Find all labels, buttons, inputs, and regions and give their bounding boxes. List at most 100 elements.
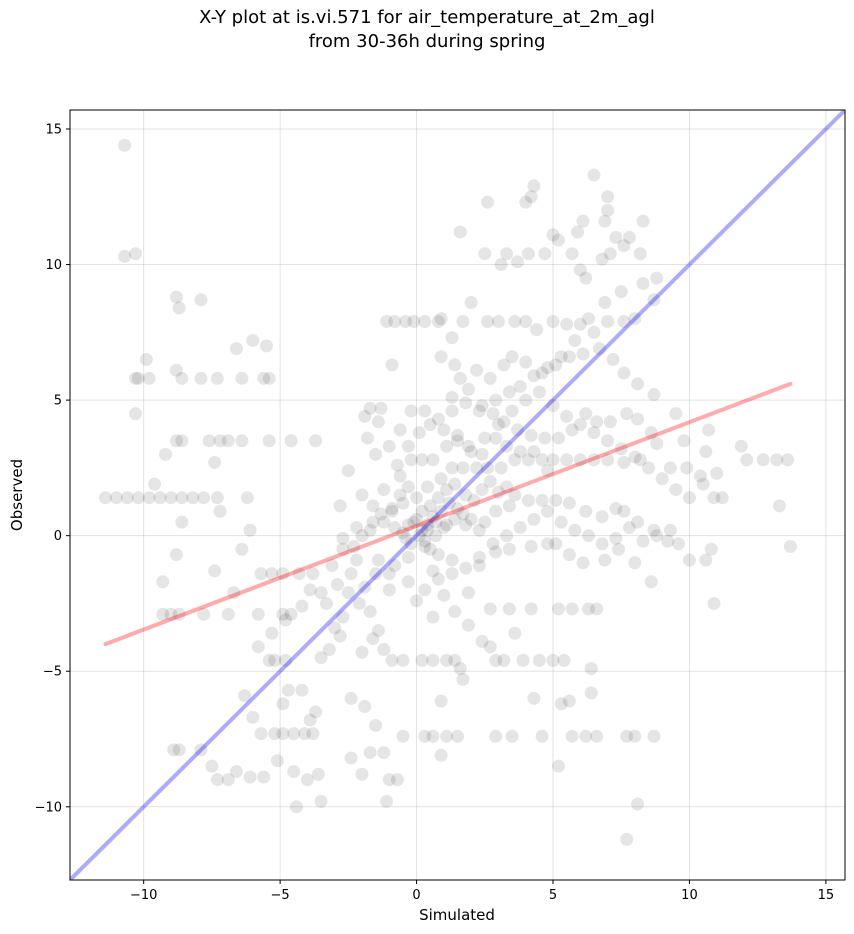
data-point [371,415,385,429]
data-point [401,518,415,532]
data-point [131,491,145,505]
data-point [633,247,647,261]
data-point [508,626,522,640]
data-point [445,461,459,475]
data-point [355,645,369,659]
data-point [240,491,254,505]
data-point [418,583,432,597]
data-point [677,434,691,448]
data-point [475,634,489,648]
data-point [128,371,142,385]
data-point [445,390,459,404]
data-point [407,515,421,529]
data-point [426,610,440,624]
data-point [374,401,388,415]
data-point [445,331,459,345]
data-point [573,317,587,331]
data-point [369,718,383,732]
data-point [284,607,298,621]
data-point [565,602,579,616]
plot-frame [69,109,846,881]
data-point [197,607,211,621]
data-point [573,453,587,467]
data-point [661,534,675,548]
data-point [341,464,355,478]
data-point [459,488,473,502]
data-point [287,765,301,779]
data-point [486,537,500,551]
data-point [311,767,325,781]
regression-line [103,381,793,647]
data-point [587,453,601,467]
data-point [584,662,598,676]
data-point [592,342,606,356]
data-point [478,515,492,529]
data-point [322,643,336,657]
x-tick-label: 5 [549,888,557,903]
data-point [410,491,424,505]
data-point [478,431,492,445]
data-point [382,773,396,787]
data-point [631,377,645,391]
data-point [505,404,519,418]
data-point [710,466,724,480]
data-point [423,418,437,432]
data-point [535,453,549,467]
data-point [309,434,323,448]
data-point [524,540,538,554]
data-point [497,415,511,429]
data-point [412,426,426,440]
data-point [194,293,208,307]
data-point [527,691,541,705]
data-point [175,434,189,448]
data-point [358,409,372,423]
data-point [636,534,650,548]
data-point [363,401,377,415]
data-point [238,689,252,703]
data-point [568,333,582,347]
data-point [440,729,454,743]
data-point [590,729,604,743]
data-point [418,729,432,743]
data-point [603,247,617,261]
data-point [401,480,415,494]
reference-lines [70,110,845,880]
data-point [396,729,410,743]
data-point [472,404,486,418]
data-point [647,388,661,402]
data-point [579,504,593,518]
data-point [404,453,418,467]
data-point [650,529,664,543]
data-point [243,770,257,784]
data-point [612,542,626,556]
data-point [644,575,658,589]
data-point [213,434,227,448]
data-point [229,342,243,356]
data-point [415,523,429,537]
data-point [494,258,508,272]
data-point [221,434,235,448]
data-point [562,694,576,708]
data-point [541,464,555,478]
data-point [369,447,383,461]
data-point [669,483,683,497]
data-point [707,596,721,610]
data-point [702,423,716,437]
data-point [541,504,555,518]
data-point [527,445,541,459]
data-point [350,553,364,567]
data-point [650,436,664,450]
data-point [404,404,418,418]
data-point [598,296,612,309]
data-point [448,512,462,526]
data-point [377,746,391,760]
data-point [268,727,282,741]
x-tick-label: −10 [130,888,157,903]
data-point [521,247,535,261]
data-point [527,179,541,193]
data-point [682,491,696,505]
data-point [489,504,503,518]
data-point [194,371,208,385]
data-point [385,358,399,372]
data-point [270,754,284,768]
